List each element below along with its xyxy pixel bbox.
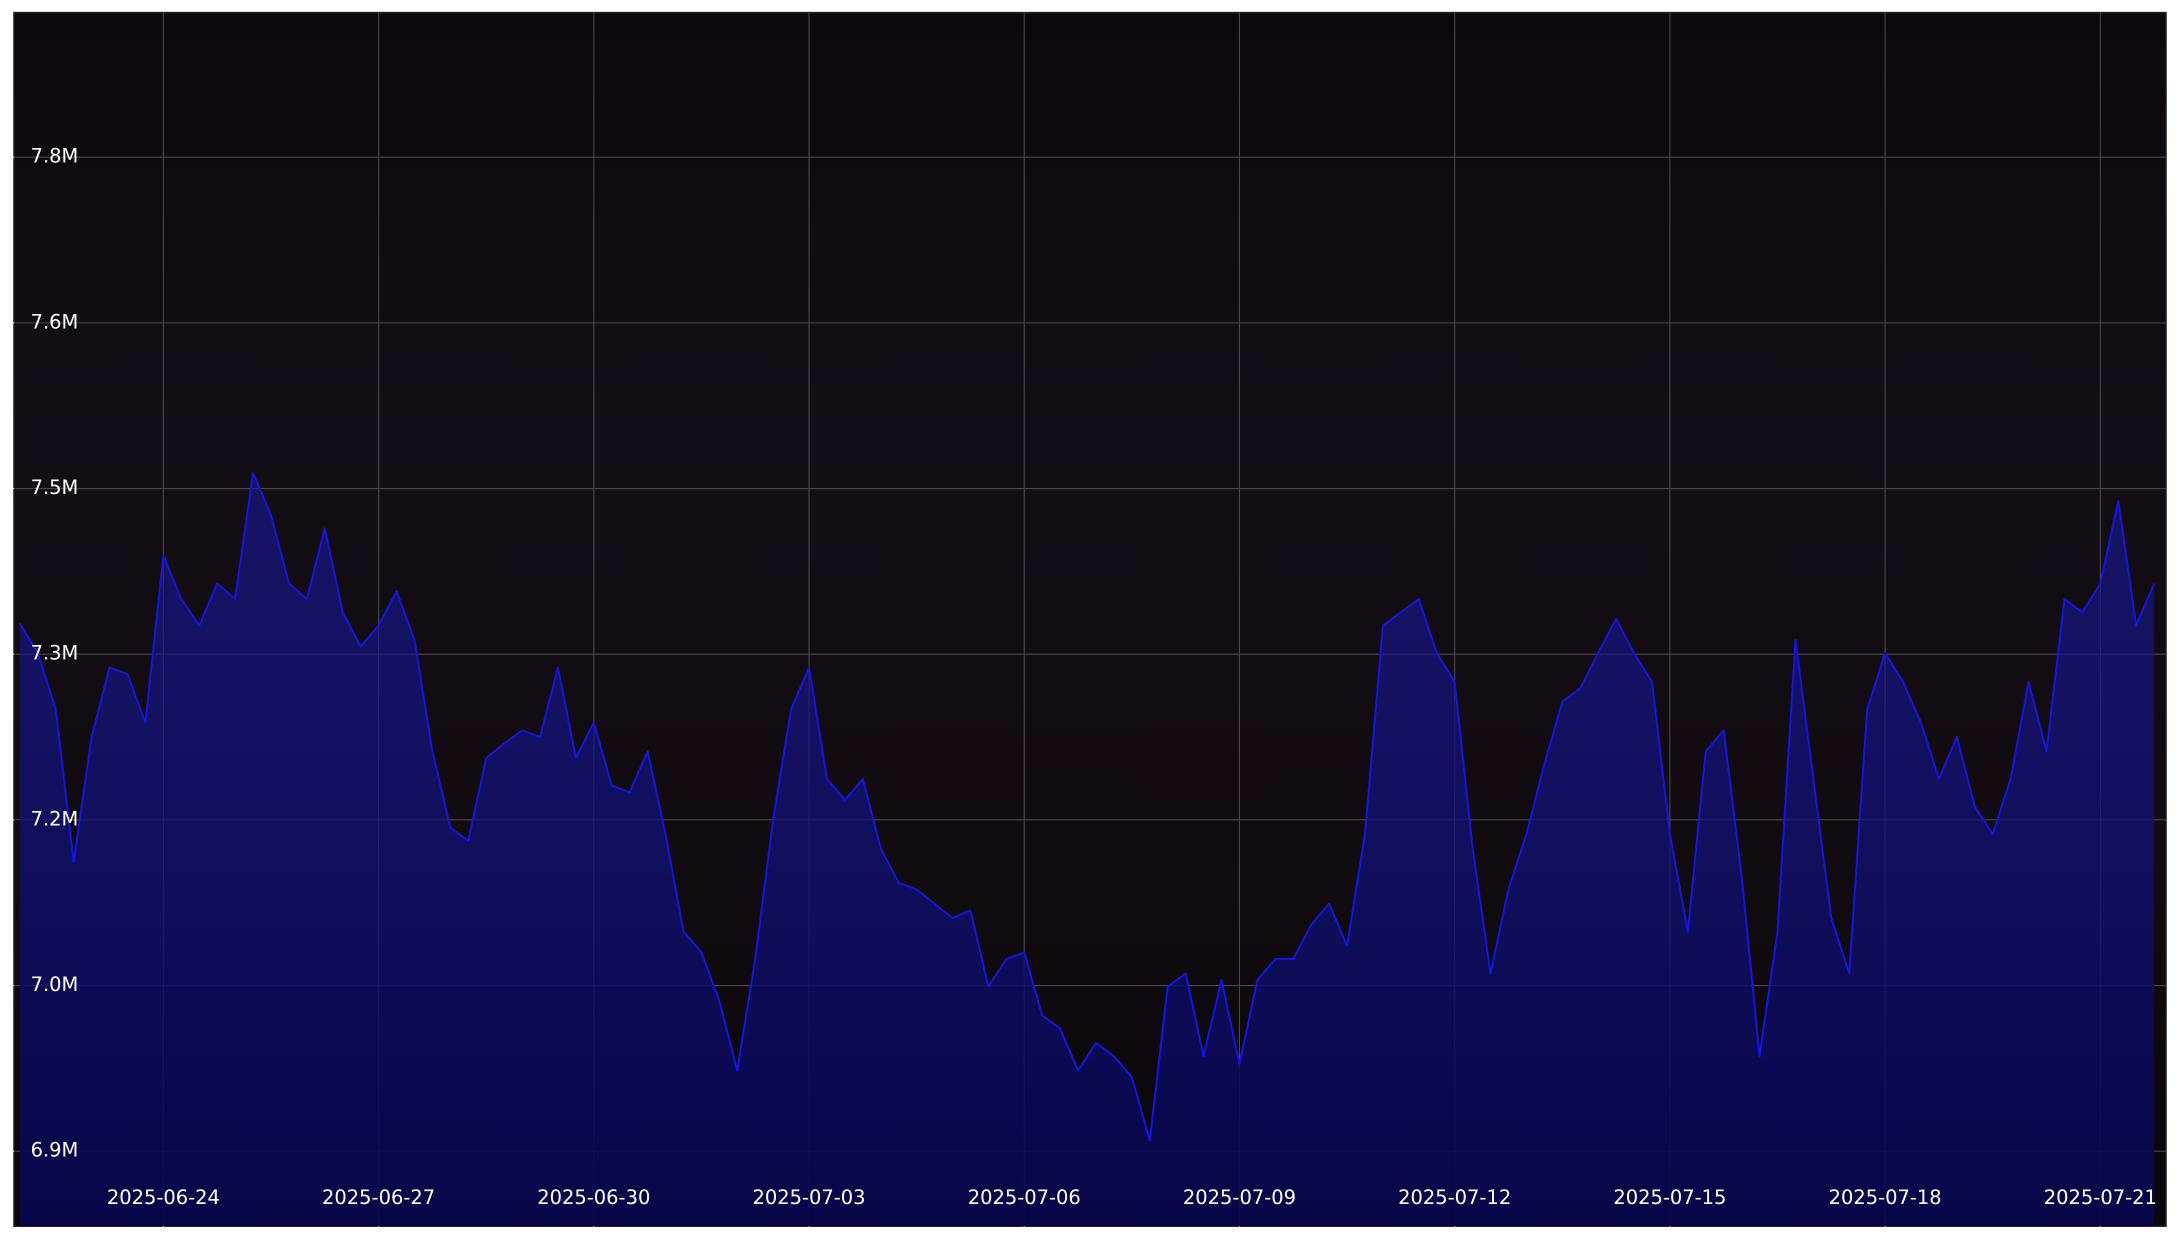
y-tick-label: 7.2M (31, 807, 79, 830)
y-tick-label: 7.3M (31, 642, 79, 665)
y-tick-label: 7.5M (31, 476, 79, 499)
x-tick-label: 2025-06-30 (537, 1186, 650, 1209)
y-tick-label: 7.0M (31, 973, 79, 996)
x-tick-label: 2025-06-24 (107, 1186, 220, 1209)
y-tick-label: 6.9M (31, 1139, 79, 1162)
x-tick-label: 2025-07-18 (1829, 1186, 1942, 1209)
line (19, 472, 2156, 1142)
x-tick-label: 2025-07-12 (1398, 1186, 1511, 1209)
x-tick-label: 2025-06-27 (322, 1186, 435, 1209)
x-tick-label: 2025-07-21 (2044, 1186, 2157, 1209)
x-tick-label: 2025-07-09 (1183, 1186, 1296, 1209)
x-tick-label: 2025-07-15 (1613, 1186, 1726, 1209)
labels: 6.9M 7.0M 7.2M 7.3M 7.5M 7.6M 7.8M 2025-06-24 20… (31, 145, 2157, 1209)
x-tick-label: 2025-07-06 (968, 1186, 1081, 1209)
y-tick-label: 7.8M (31, 145, 79, 168)
area (19, 473, 2155, 1227)
y-tick-label: 7.6M (31, 310, 79, 333)
x-tick-label: 2025-07-03 (752, 1186, 865, 1209)
marks (19, 472, 2156, 1227)
